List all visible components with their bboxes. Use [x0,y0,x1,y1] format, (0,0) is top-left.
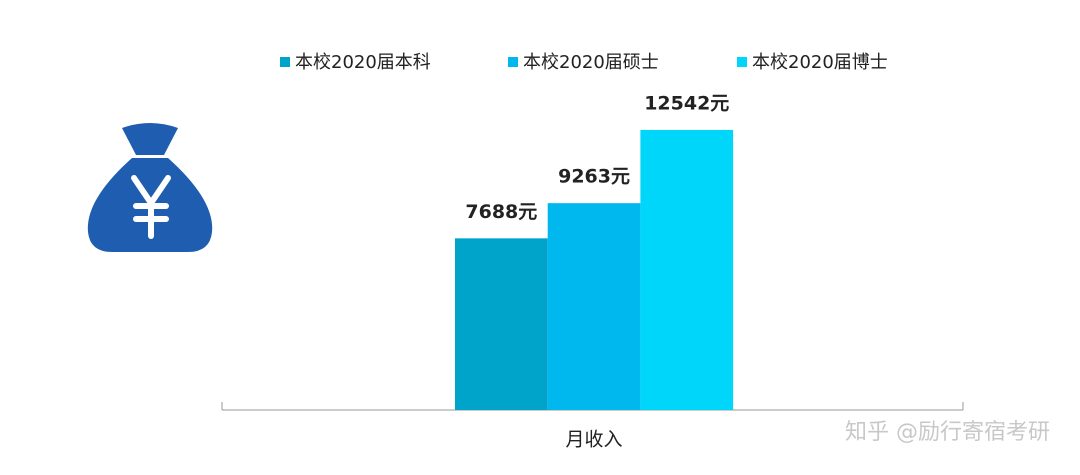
value-label: 9263元 [558,166,630,188]
legend-label: 本校2020届本科 [295,52,431,73]
legend-swatch [737,57,747,67]
legend-label: 本校2020届硕士 [523,52,659,73]
value-label: 12542元 [644,92,729,114]
legend-swatch [280,57,290,67]
watermark: 知乎 @励行寄宿考研 [845,420,1050,445]
x-tick-label: 月收入 [566,429,623,451]
bar [455,238,548,410]
money-bag-icon [87,123,213,252]
legend-swatch [508,57,518,67]
bar [640,129,734,410]
legend-label: 本校2020届博士 [752,52,888,73]
bar [547,203,641,410]
value-label: 7688元 [465,201,537,223]
